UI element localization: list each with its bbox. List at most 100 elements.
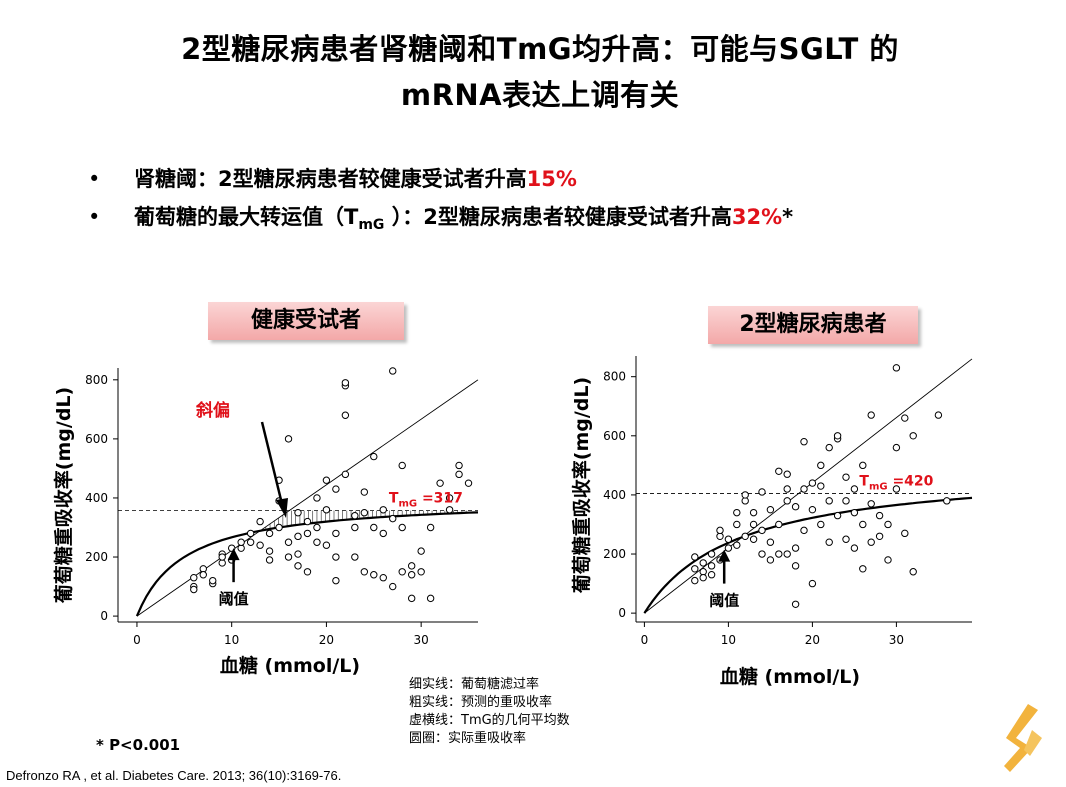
- data-point: [724, 544, 733, 552]
- data-point: [817, 520, 825, 529]
- data-point: [294, 509, 302, 517]
- data-point: [850, 485, 859, 493]
- data-point: [909, 568, 917, 576]
- data-point: [716, 526, 724, 535]
- data-point: [691, 565, 699, 573]
- filtration-line: [644, 358, 973, 614]
- data-point: [791, 600, 800, 608]
- data-point: [783, 550, 791, 558]
- data-point: [256, 541, 264, 549]
- data-point: [341, 379, 350, 387]
- data-point: [237, 538, 245, 546]
- data-point: [379, 506, 387, 514]
- y-tick-label: 400: [603, 488, 626, 502]
- data-point: [749, 535, 758, 543]
- data-point: [842, 497, 850, 505]
- data-point: [389, 367, 397, 375]
- fitted-reabsorption-curve: [643, 496, 973, 614]
- bullet-text-a: 葡萄糖的最大转运值（T: [134, 205, 359, 229]
- data-point: [351, 553, 359, 561]
- data-point: [775, 467, 783, 475]
- data-point: [398, 568, 406, 576]
- data-point: [867, 500, 875, 508]
- data-point: [455, 470, 463, 479]
- data-point: [808, 505, 817, 514]
- x-tick-label: 10: [721, 633, 736, 647]
- threshold-label: 阈值: [219, 590, 249, 608]
- data-point: [398, 461, 406, 470]
- data-point: [791, 562, 800, 570]
- x-tick-label: 20: [319, 633, 334, 647]
- data-point: [766, 556, 775, 564]
- title-line-1: 2型糖尿病患者肾糖阈和TmG均升高：可能与SGLT 的: [181, 32, 899, 66]
- data-point: [733, 541, 741, 549]
- x-axis-label: 血糖 (mmol/L): [220, 654, 360, 677]
- data-point: [749, 508, 758, 517]
- y-tick-label: 200: [603, 547, 626, 561]
- data-point: [398, 523, 406, 532]
- data-point: [850, 544, 859, 552]
- data-point: [800, 485, 808, 493]
- panel-label-healthy: 健康受试者: [208, 302, 404, 340]
- skew-arrow: [260, 421, 284, 505]
- data-point: [407, 562, 416, 570]
- data-point: [218, 553, 226, 561]
- data-point: [766, 538, 775, 546]
- data-point: [808, 579, 817, 588]
- data-point: [934, 411, 943, 419]
- data-point: [370, 523, 378, 532]
- data-point: [322, 541, 331, 549]
- x-tick-label: 20: [805, 633, 820, 647]
- skew-label: 斜偏: [195, 400, 230, 421]
- data-point: [817, 461, 825, 470]
- bullet-list: • 肾糖阈：2型糖尿病患者较健康受试者升高15% • 葡萄糖的最大转运值（TmG…: [88, 160, 1048, 236]
- chart-panel-1: 0 200 400 600 800 0 10 20 30 葡萄糖重吸收率(mg/dL) 血糖 (mm…: [52, 367, 479, 677]
- data-point: [445, 494, 454, 502]
- data-point: [859, 461, 867, 470]
- data-point: [455, 461, 463, 470]
- data-point: [332, 529, 340, 538]
- legend-item: 圆圈：实际重吸收率: [409, 731, 527, 746]
- data-point: [246, 538, 255, 546]
- data-point: [875, 511, 884, 520]
- data-point: [341, 470, 350, 479]
- y-axis-label: 葡萄糖重吸收率(mg/dL): [570, 377, 593, 593]
- data-point: [265, 547, 274, 555]
- data-point: [909, 432, 917, 440]
- legend-item: 粗实线：预测的重吸收率: [409, 695, 553, 710]
- reference-citation: Defronzo RA , et al. Diabetes Care. 2013…: [6, 768, 342, 783]
- data-point: [407, 571, 416, 579]
- p-value-note: * P<0.001: [96, 736, 181, 754]
- data-point: [859, 520, 867, 529]
- data-point: [389, 514, 397, 523]
- bullet-suffix: *: [782, 205, 794, 229]
- y-tick-label: 0: [618, 606, 626, 620]
- data-point: [332, 553, 340, 561]
- data-point: [256, 517, 264, 526]
- data-point: [275, 523, 283, 532]
- slide-title: 2型糖尿病患者肾糖阈和TmG均升高：可能与SGLT 的 mRNA表达上调有关: [40, 26, 1040, 118]
- title-line-2: mRNA表达上调有关: [400, 78, 680, 112]
- data-point: [303, 517, 312, 526]
- data-point: [351, 511, 359, 520]
- data-point: [691, 553, 699, 561]
- data-point: [699, 573, 707, 582]
- panel-label-t2dm: 2型糖尿病患者: [708, 306, 918, 344]
- data-point: [332, 576, 340, 585]
- data-point: [407, 594, 416, 603]
- data-point: [332, 485, 340, 493]
- data-point: [791, 544, 800, 552]
- data-point: [351, 523, 359, 532]
- data-point: [284, 435, 293, 443]
- data-point: [379, 529, 387, 538]
- tmg-label: TmG =317: [389, 491, 463, 510]
- data-point: [775, 520, 783, 529]
- data-point: [199, 571, 207, 579]
- data-point: [699, 559, 707, 567]
- data-point: [691, 576, 699, 585]
- data-point: [313, 538, 321, 546]
- x-tick-label: 30: [414, 633, 429, 647]
- data-point: [901, 414, 909, 422]
- data-point: [294, 562, 302, 570]
